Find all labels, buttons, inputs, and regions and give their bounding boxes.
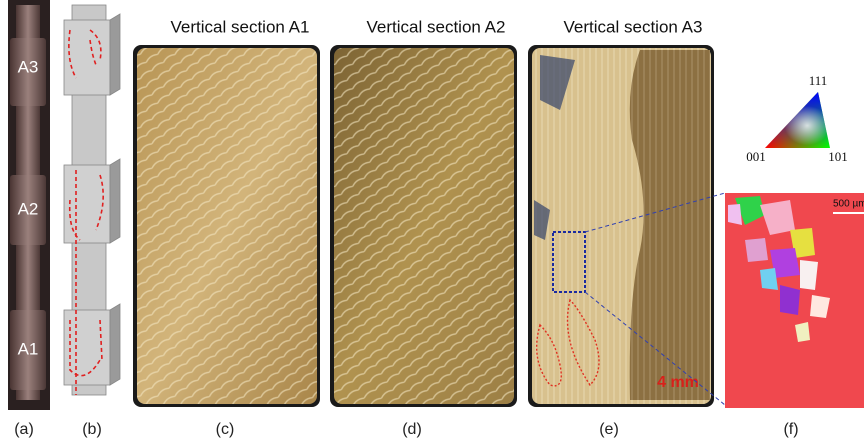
key-label: 111 — [809, 73, 828, 88]
panel-title: Vertical section A2 — [367, 17, 506, 36]
key-label: 101 — [828, 149, 848, 164]
panel-label: (b) — [82, 421, 102, 438]
section-panel: Vertical section A2 — [330, 17, 517, 407]
scale-bar-label: 500 µm — [833, 199, 864, 210]
panel-label: (e) — [599, 421, 619, 438]
panel-title: Vertical section A3 — [564, 17, 703, 36]
panel-label: (f) — [783, 421, 798, 438]
sample-photo: A3 A2 A1 — [8, 0, 50, 410]
section-panel: Vertical section A1 — [133, 17, 320, 407]
key-label: 001 — [746, 149, 766, 164]
marker: A3 — [18, 57, 39, 76]
scale-bar-label: 4 mm — [657, 374, 699, 391]
figure: A3 A2 A1 Vertical section A1 Vertical se… — [0, 0, 864, 440]
panel-title: Vertical section A1 — [171, 17, 310, 36]
marker: A1 — [18, 339, 39, 358]
cad-model — [64, 5, 120, 395]
section-panel: 4 mm Vertical section A3 — [528, 17, 714, 407]
panel-label: (a) — [14, 421, 34, 438]
color-key: 111 001 101 — [746, 73, 848, 164]
panel-label: (c) — [216, 421, 235, 438]
ebsd-map: 500 µm — [725, 193, 864, 408]
panel-label: (d) — [402, 421, 422, 438]
marker: A2 — [18, 199, 39, 218]
